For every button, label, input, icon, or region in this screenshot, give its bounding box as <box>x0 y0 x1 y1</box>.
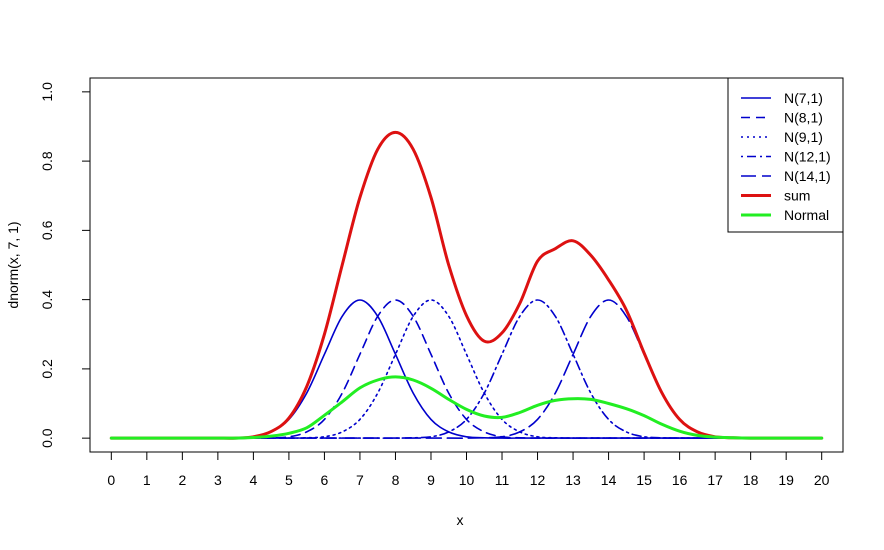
x-tick-label: 16 <box>672 472 688 488</box>
series-line-sum <box>109 130 824 440</box>
x-tick-label: 12 <box>530 472 546 488</box>
legend-label-n-7-1: N(7,1) <box>784 90 823 106</box>
x-tick-label: 4 <box>249 472 257 488</box>
y-tick-label: 0.6 <box>39 220 55 240</box>
x-tick-label: 0 <box>107 472 115 488</box>
legend-label-n-9-1: N(9,1) <box>784 129 823 145</box>
legend-label-n-12-1: N(12,1) <box>784 149 831 165</box>
x-tick-label: 18 <box>743 472 759 488</box>
x-tick-label: 10 <box>459 472 475 488</box>
x-axis-label: x <box>457 512 464 528</box>
x-tick-label: 14 <box>601 472 617 488</box>
series-line-n-12-1 <box>110 299 823 439</box>
y-tick-label: 0.8 <box>39 151 55 171</box>
x-tick-label: 9 <box>427 472 435 488</box>
y-axis-label: dnorm(x, 7, 1) <box>5 221 21 308</box>
x-tick-label: 1 <box>143 472 151 488</box>
x-tick-label: 2 <box>178 472 186 488</box>
x-tick-label: 15 <box>636 472 652 488</box>
x-tick-label: 11 <box>495 472 510 488</box>
series-line-n-9-1 <box>110 299 823 439</box>
y-tick-label: 0.2 <box>39 359 55 379</box>
x-tick-label: 20 <box>814 472 830 488</box>
series-line-normal <box>109 375 824 440</box>
legend-label-sum: sum <box>784 188 810 204</box>
x-tick-label: 6 <box>321 472 329 488</box>
x-tick-label: 8 <box>392 472 400 488</box>
x-tick-label: 7 <box>356 472 364 488</box>
legend-label-n-8-1: N(8,1) <box>784 110 823 126</box>
x-tick-label: 5 <box>285 472 293 488</box>
x-axis: 0 1 2 3 4 5 6 7 8 9 10 11 12 13 14 15 16 17 18 19 20 <box>107 451 830 488</box>
legend-box <box>727 77 844 233</box>
x-tick-label: 13 <box>565 472 581 488</box>
y-tick-label: 1.0 <box>39 82 55 102</box>
x-tick-label: 3 <box>214 472 222 488</box>
series-line-n-8-1 <box>110 299 823 439</box>
y-tick-label: 0.4 <box>39 290 55 310</box>
y-axis: 0.0 0.2 0.4 0.6 0.8 1.0 <box>39 82 91 448</box>
legend-label-normal: Normal <box>784 207 829 223</box>
series-layer <box>109 130 824 440</box>
series-line-n-7-1 <box>110 299 823 440</box>
legend: N(7,1) N(8,1) N(9,1) N(12,1) N(14,1) sum Norma… <box>727 77 844 233</box>
x-tick-label: 17 <box>707 472 723 488</box>
y-tick-label: 0.0 <box>39 428 55 448</box>
series-line-n-14-1 <box>110 299 823 439</box>
legend-label-n-14-1: N(14,1) <box>784 168 831 184</box>
x-tick-label: 19 <box>778 472 794 488</box>
